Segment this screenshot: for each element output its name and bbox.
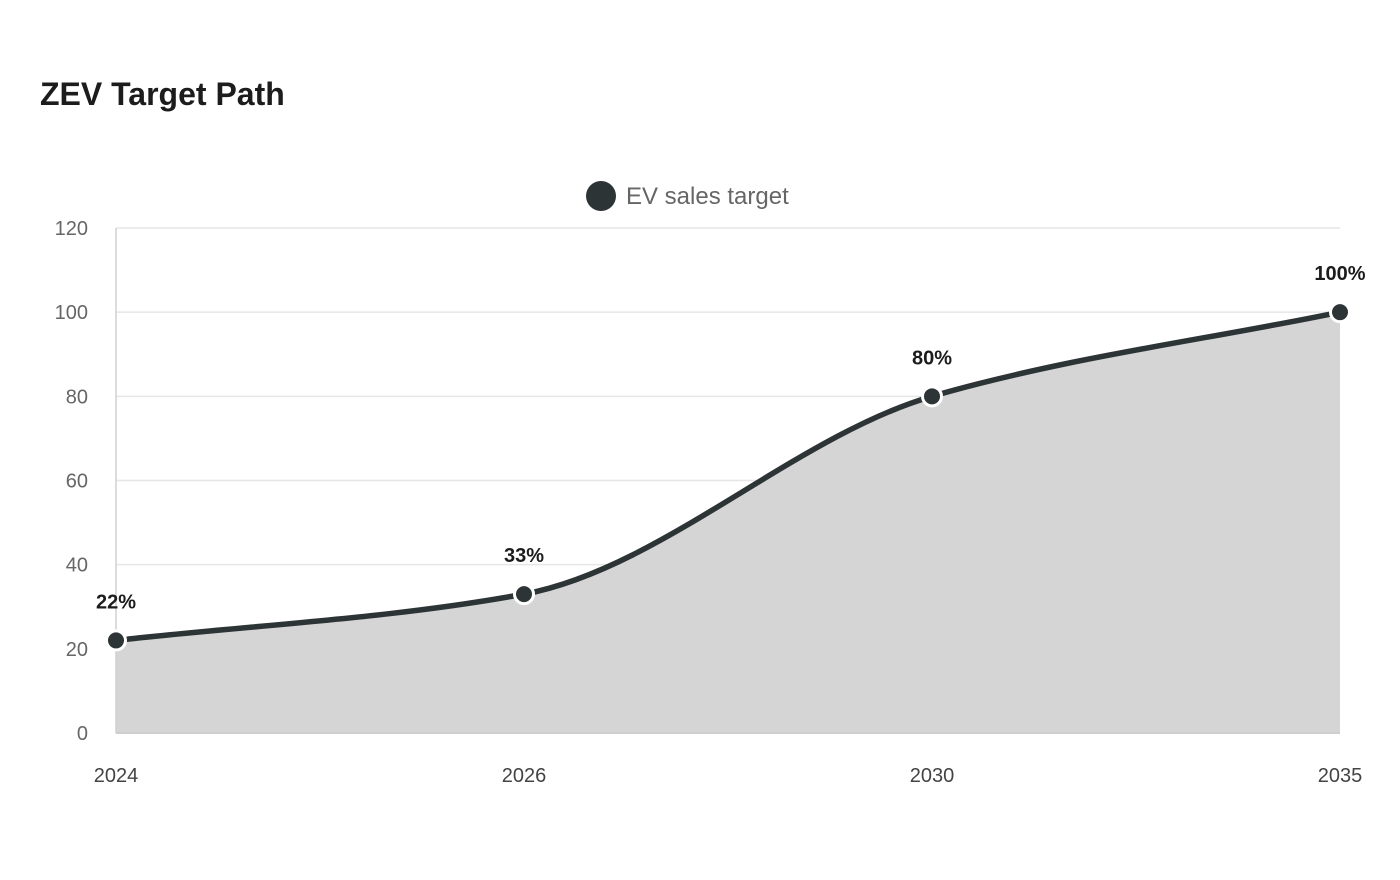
y-tick-label: 20 [66,639,88,661]
legend: EV sales target [586,181,789,211]
data-label: 22% [96,591,136,613]
y-tick-label: 80 [66,386,88,408]
area-fill [116,312,1340,733]
data-points [105,301,1351,652]
data-point [921,385,943,408]
y-tick-label: 60 [66,471,88,493]
area-layer [113,309,1343,733]
chart-title: ZEV Target Path [40,76,285,112]
legend-marker [586,181,616,211]
x-tick-label: 2035 [1318,765,1363,787]
data-label: 80% [912,347,952,369]
y-tick-label: 120 [55,218,88,240]
data-label: 100% [1314,263,1365,285]
data-point [1329,301,1351,324]
y-tick-label: 0 [77,723,88,745]
axes: 0 20 40 60 80 100 120 2024 2026 2030 2035 [55,218,1363,787]
y-tick-label: 40 [66,555,88,577]
data-point [105,629,127,652]
series-line [113,309,1343,644]
x-tick-label: 2024 [94,765,139,787]
data-labels: 22% 33% 80% 100% [96,263,1366,613]
data-label: 33% [504,545,544,567]
x-tick-label: 2026 [502,765,547,787]
x-tick-label: 2030 [910,765,955,787]
data-point [513,583,535,606]
legend-label: EV sales target [626,183,789,210]
y-tick-label: 100 [55,302,88,324]
